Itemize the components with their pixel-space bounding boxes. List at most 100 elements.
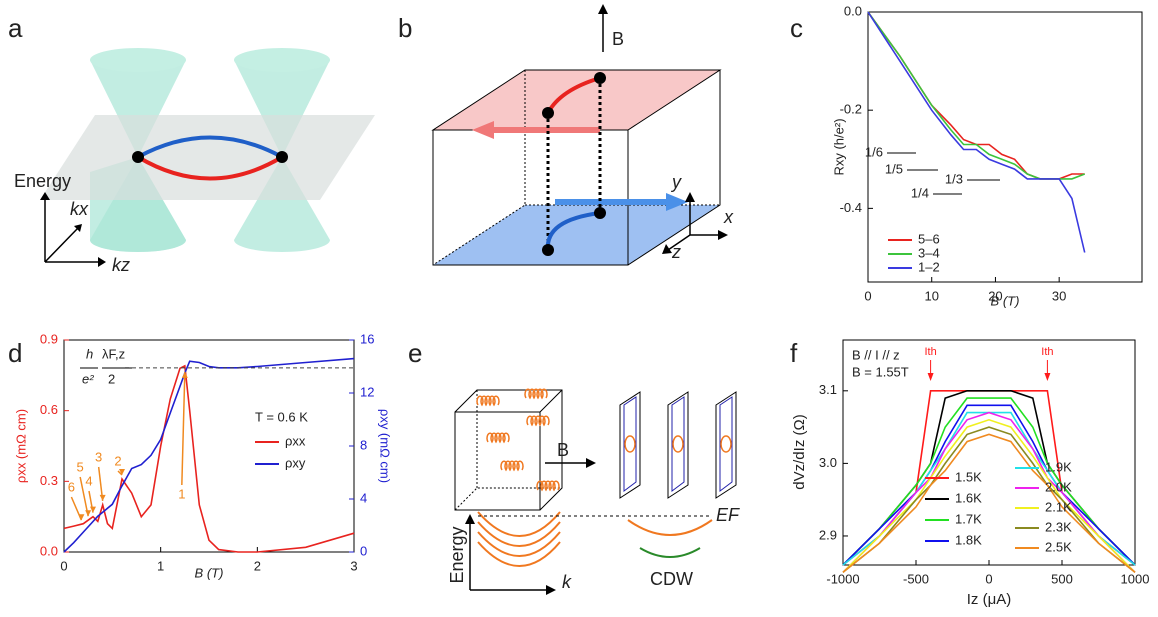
fermi-label: EF <box>716 505 740 525</box>
cone-top <box>90 48 186 72</box>
x-tick-label: 3 <box>350 558 357 573</box>
axis-label: kx <box>70 199 89 219</box>
series-line <box>843 405 1135 565</box>
peak-label: 6 <box>68 479 75 494</box>
formula: h <box>86 346 93 361</box>
threshold-arrowhead <box>1044 373 1050 381</box>
threshold-arrowhead <box>928 373 934 381</box>
x-axis-label: B (T) <box>991 293 1020 308</box>
field-label: B <box>612 29 624 49</box>
y-tick-label: -0.4 <box>840 200 862 215</box>
legend-label: 3–4 <box>918 245 940 260</box>
x-tick-label: 10 <box>924 288 938 303</box>
y2-tick-label: 4 <box>360 490 367 505</box>
annotation: B = 1.55T <box>852 364 909 379</box>
node <box>542 107 554 119</box>
series-line <box>843 427 1135 572</box>
peak-label: 3 <box>95 449 102 464</box>
axis-label: kz <box>112 255 130 275</box>
x-axis-label: Iz (μA) <box>967 591 1011 608</box>
x-tick-label: 1000 <box>1121 571 1150 586</box>
axis-label: x <box>723 207 734 227</box>
series-line <box>64 366 354 552</box>
y2-tick-label: 0 <box>360 543 367 558</box>
axis-label: Energy <box>447 526 467 583</box>
annotation: 1/6 <box>865 144 883 159</box>
legend-label: 2.5K <box>1045 539 1072 554</box>
series-line <box>868 12 1085 179</box>
x-tick-label: 0 <box>60 558 67 573</box>
legend-label: 1.7K <box>955 511 982 526</box>
y-axis-label: ρxx (mΩ cm) <box>13 409 28 483</box>
legend-label: 2.1K <box>1045 499 1072 514</box>
series-line <box>843 398 1135 565</box>
cube <box>455 390 562 510</box>
landau-band <box>478 512 712 566</box>
y-tick-label: 0.0 <box>40 543 58 558</box>
series-line <box>868 12 1085 179</box>
annotation: 1/5 <box>885 161 903 176</box>
series-line <box>868 12 1085 253</box>
axis-label: z <box>671 242 681 262</box>
legend-label: 1–2 <box>918 259 940 274</box>
legend-label: 1.5K <box>955 469 982 484</box>
node <box>542 244 554 256</box>
node <box>594 207 606 219</box>
series-line <box>843 391 1135 565</box>
legend-label: ρxx <box>285 433 306 448</box>
peak-label: 2 <box>114 453 121 468</box>
y-tick-label: 2.9 <box>819 527 837 542</box>
panel-label: c <box>790 13 803 43</box>
series-line <box>843 434 1135 572</box>
formula: 2 <box>108 371 115 386</box>
coil <box>501 461 523 470</box>
annotation: 1/4 <box>911 185 929 200</box>
peak-arrowhead <box>85 510 91 516</box>
annotation: 1/3 <box>945 171 963 186</box>
diagram-b: B x y z <box>433 4 734 265</box>
axis-label: k <box>562 572 572 592</box>
peak-arrowhead <box>100 495 106 501</box>
x-tick-label: 0 <box>864 288 871 303</box>
threshold-label: Ith <box>1041 346 1053 358</box>
x-tick-label: 500 <box>1051 571 1073 586</box>
figure: a b c d e f Energy kx kz <box>0 0 1158 617</box>
peak-label: 5 <box>77 459 84 474</box>
cube-hidden <box>455 390 562 510</box>
legend-label: 1.9K <box>1045 459 1072 474</box>
legend-label: 1.6K <box>955 490 982 505</box>
plot-frame <box>868 12 1142 282</box>
coil <box>487 433 509 442</box>
y-tick-label: 0.9 <box>40 331 58 346</box>
formula: λF,z <box>102 346 125 361</box>
node <box>594 72 606 84</box>
x-axis-label: B (T) <box>195 565 224 580</box>
y2-tick-label: 8 <box>360 437 367 452</box>
x-tick-label: -1000 <box>826 571 859 586</box>
y2-axis-label: ρxy (mΩ cm) <box>378 409 393 483</box>
weyl-node <box>276 151 288 163</box>
series-line <box>843 420 1135 573</box>
formula: e² <box>82 371 94 386</box>
annotation: T = 0.6 K <box>255 409 308 424</box>
panel-label: f <box>790 338 798 368</box>
y-tick-label: 0.0 <box>844 3 862 18</box>
peak-arrowhead <box>182 372 188 378</box>
weyl-node <box>132 151 144 163</box>
y2-tick-label: 16 <box>360 331 374 346</box>
axis-label: y <box>670 172 682 192</box>
x-tick-label: 2 <box>254 558 261 573</box>
panel-label: e <box>408 338 422 368</box>
x-tick-label: -500 <box>903 571 929 586</box>
cdw-band <box>640 548 700 557</box>
annotation: B // I // z <box>852 347 900 362</box>
legend-label: 2.0K <box>1045 479 1072 494</box>
diagram-a: Energy kx kz <box>14 48 375 275</box>
arrowhead <box>586 458 596 468</box>
y-tick-label: -0.2 <box>840 102 862 117</box>
legend-label: 1.8K <box>955 532 982 547</box>
y-tick-label: 0.3 <box>40 473 58 488</box>
y-axis-label: Rxy (h/e²) <box>831 118 846 175</box>
panel-label: b <box>398 13 412 43</box>
legend-label: ρxy <box>285 455 306 470</box>
